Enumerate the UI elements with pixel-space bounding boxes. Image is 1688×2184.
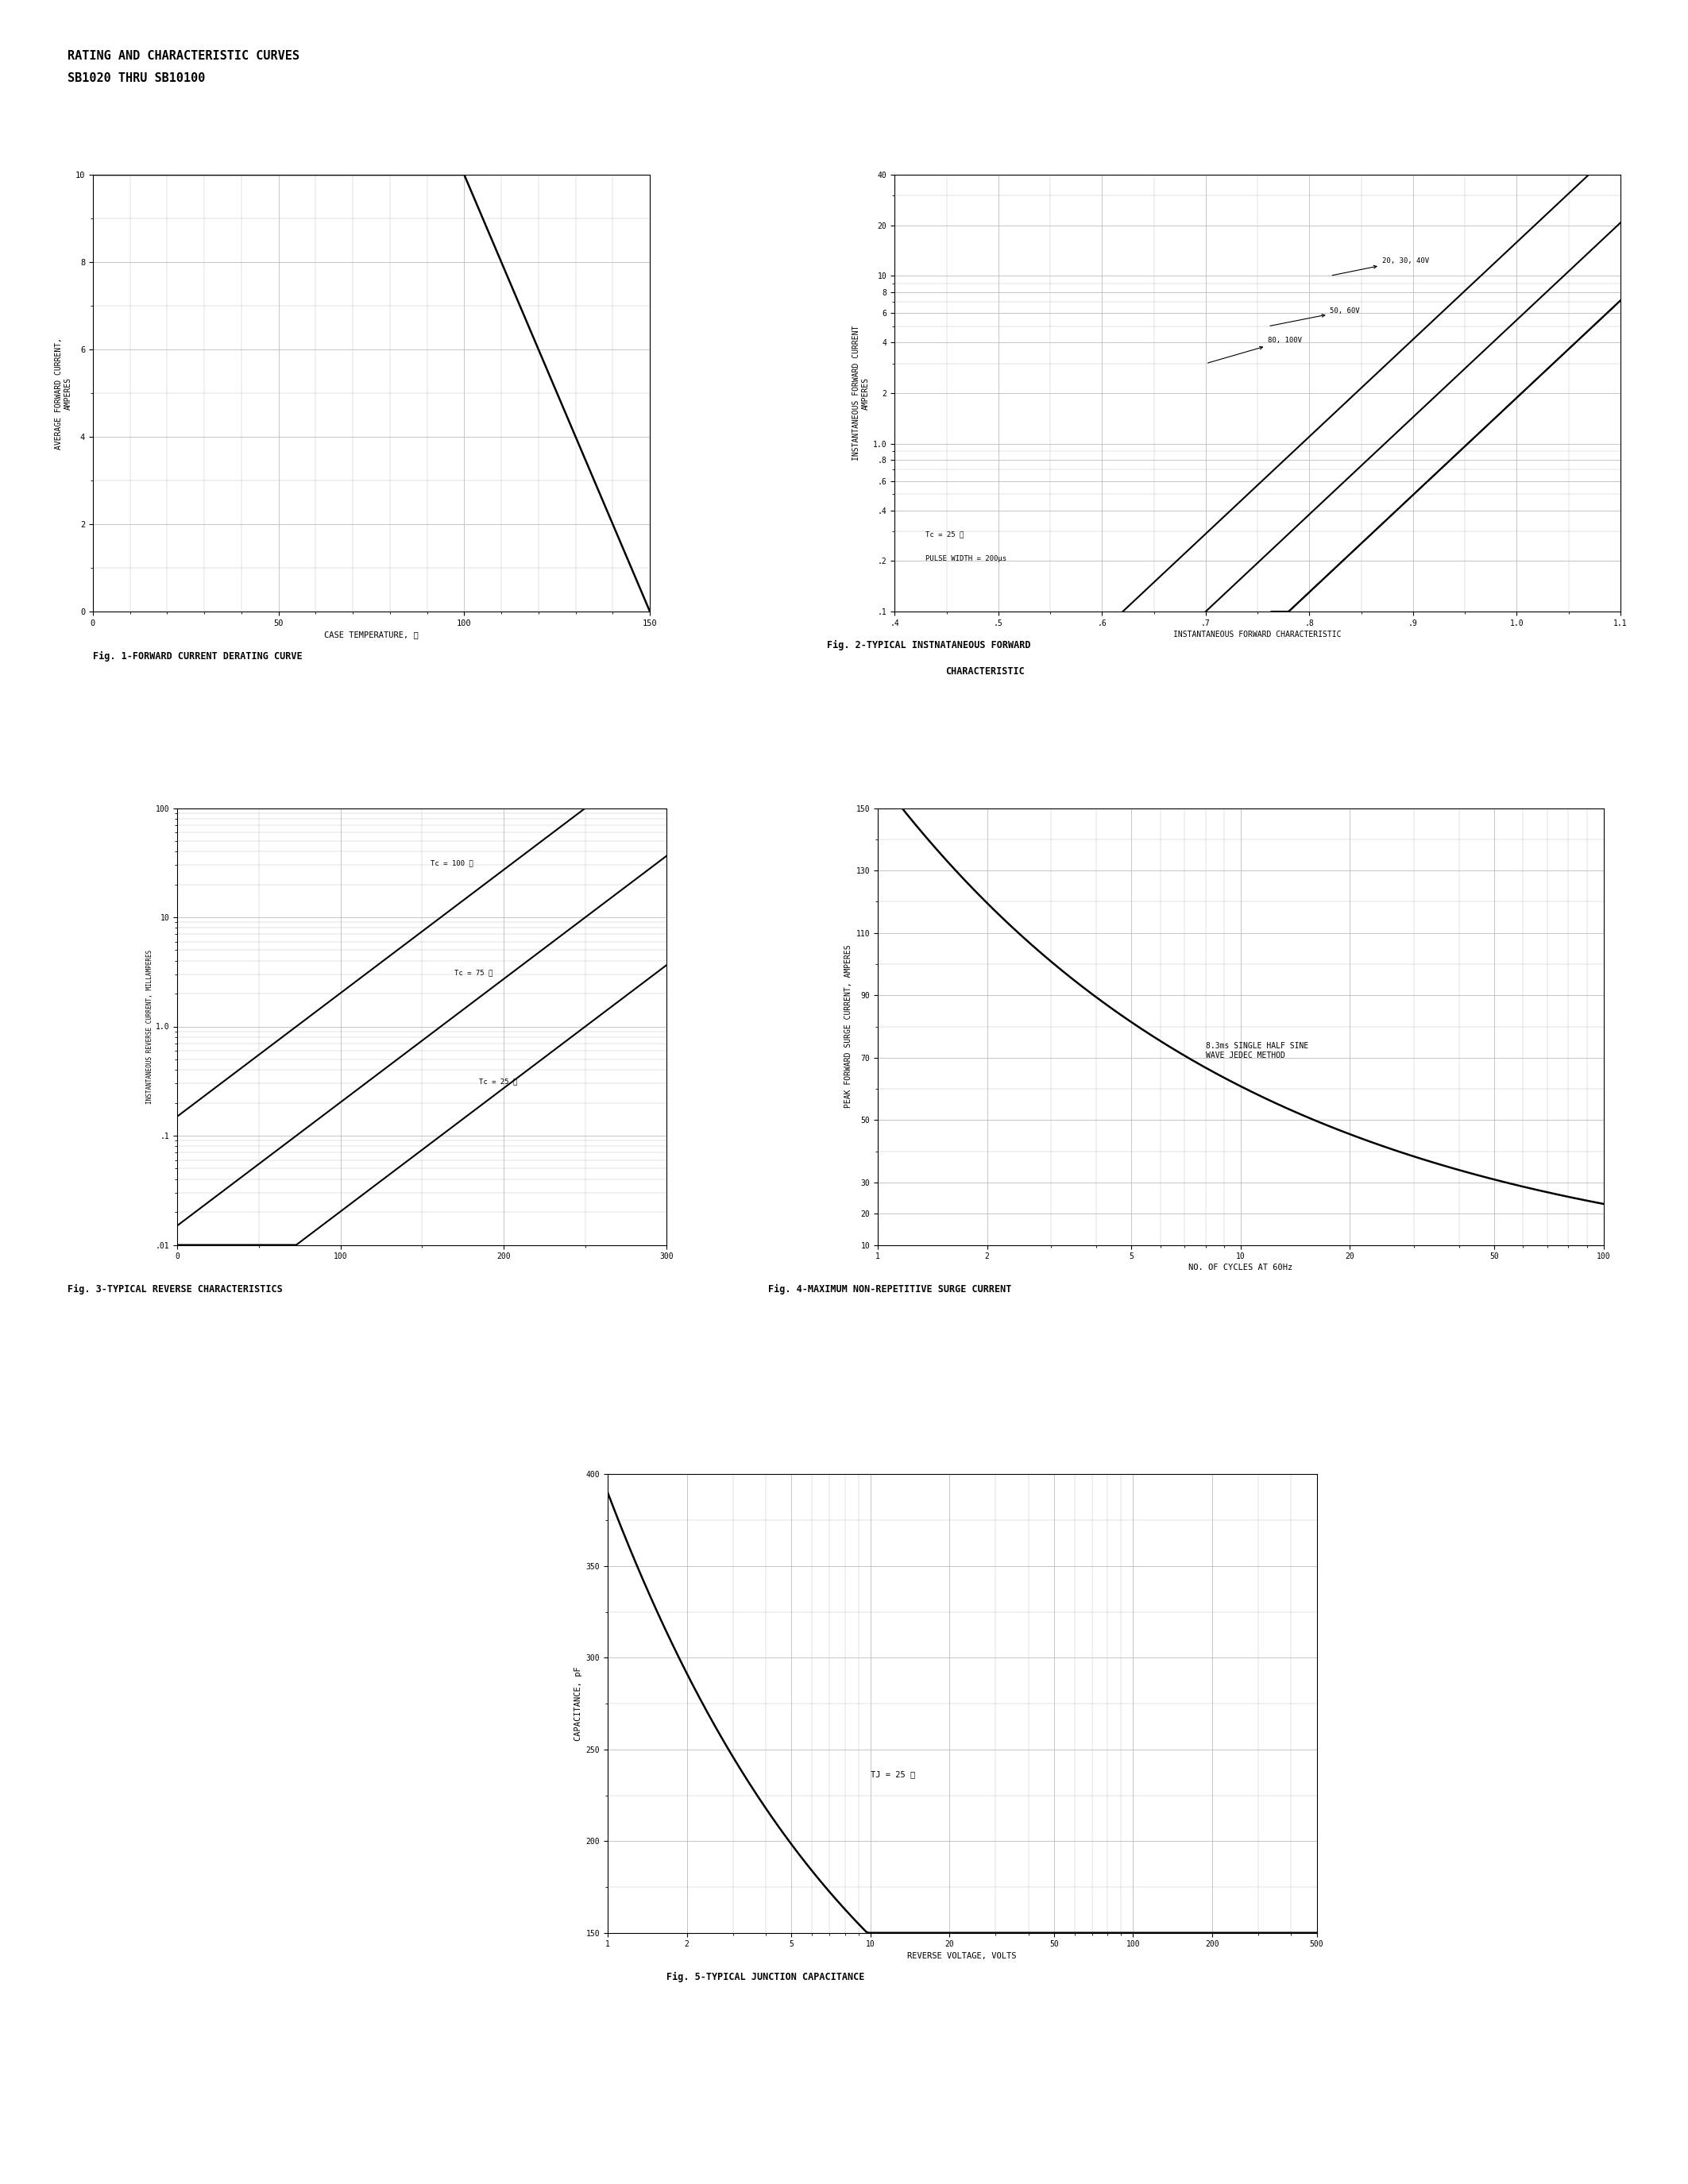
X-axis label: INSTANTANEOUS FORWARD CHARACTERISTIC: INSTANTANEOUS FORWARD CHARACTERISTIC [1173,631,1342,638]
Text: Tc = 25 ℃: Tc = 25 ℃ [925,531,964,537]
Text: Fig. 4-MAXIMUM NON-REPETITIVE SURGE CURRENT: Fig. 4-MAXIMUM NON-REPETITIVE SURGE CURR… [768,1284,1011,1295]
Text: CHARACTERISTIC: CHARACTERISTIC [945,666,1025,677]
Text: Tc = 100 ℃: Tc = 100 ℃ [430,860,473,867]
Text: Fig. 2-TYPICAL INSTNATANEOUS FORWARD: Fig. 2-TYPICAL INSTNATANEOUS FORWARD [827,640,1031,651]
X-axis label: REVERSE VOLTAGE, VOLTS: REVERSE VOLTAGE, VOLTS [908,1952,1016,1959]
Text: 80, 100V: 80, 100V [1209,336,1301,363]
Text: Fig. 5-TYPICAL JUNCTION CAPACITANCE: Fig. 5-TYPICAL JUNCTION CAPACITANCE [667,1972,864,1983]
Y-axis label: CAPACITANCE, pF: CAPACITANCE, pF [574,1666,582,1741]
Text: Fig. 3-TYPICAL REVERSE CHARACTERISTICS: Fig. 3-TYPICAL REVERSE CHARACTERISTICS [68,1284,282,1295]
X-axis label: CASE TEMPERATURE, ℃: CASE TEMPERATURE, ℃ [324,631,419,638]
Text: 20, 30, 40V: 20, 30, 40V [1332,258,1430,275]
Y-axis label: INSTANTANEOUS REVERSE CURRENT, MILLAMPERES: INSTANTANEOUS REVERSE CURRENT, MILLAMPER… [147,950,154,1103]
Text: 50, 60V: 50, 60V [1269,308,1361,325]
Text: RATING AND CHARACTERISTIC CURVES: RATING AND CHARACTERISTIC CURVES [68,50,299,61]
Text: Tc = 75 ℃: Tc = 75 ℃ [454,970,493,976]
Text: SB1020 THRU SB10100: SB1020 THRU SB10100 [68,72,206,83]
X-axis label: NO. OF CYCLES AT 60Hz: NO. OF CYCLES AT 60Hz [1188,1265,1293,1271]
Text: PULSE WIDTH = 200μs: PULSE WIDTH = 200μs [925,555,1006,563]
Text: Tc = 25 ℃: Tc = 25 ℃ [479,1079,518,1085]
Text: TJ = 25 ℃: TJ = 25 ℃ [871,1771,915,1778]
Text: Fig. 1-FORWARD CURRENT DERATING CURVE: Fig. 1-FORWARD CURRENT DERATING CURVE [93,651,302,662]
Y-axis label: AVERAGE FORWARD CURRENT,
AMPERES: AVERAGE FORWARD CURRENT, AMPERES [54,336,73,450]
Y-axis label: INSTANTANEOUS FORWARD CURRENT
AMPERES: INSTANTANEOUS FORWARD CURRENT AMPERES [852,325,869,461]
Y-axis label: PEAK FORWARD SURGE CURRENT, AMPERES: PEAK FORWARD SURGE CURRENT, AMPERES [844,946,852,1107]
Text: 8.3ms SINGLE HALF SINE
WAVE JEDEC METHOD: 8.3ms SINGLE HALF SINE WAVE JEDEC METHOD [1205,1042,1308,1059]
